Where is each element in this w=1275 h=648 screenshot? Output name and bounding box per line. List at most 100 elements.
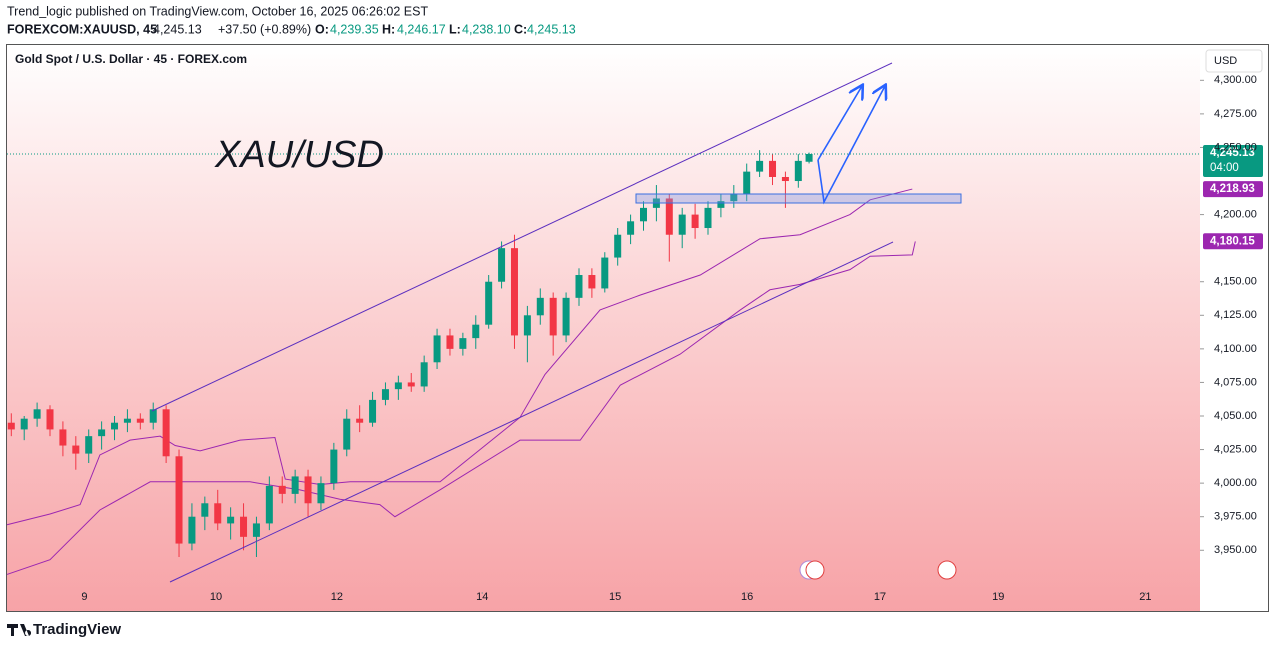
candle-body <box>562 297 570 336</box>
candle-body <box>317 483 325 504</box>
l: 4,238.10 <box>462 22 511 36</box>
candle-body <box>394 382 402 390</box>
c-label: C: <box>514 22 527 36</box>
plot: 9 10 12 14 15 16 17 19 21 <box>6 79 1204 603</box>
candle-body <box>575 275 583 298</box>
y-tick-label: 4,000.00 <box>1214 477 1257 489</box>
candle-body <box>188 516 196 544</box>
y-tick-label: 3,975.00 <box>1214 511 1257 523</box>
x-tick-label: 9 <box>81 591 87 603</box>
y-tick-label: 4,250.00 <box>1214 141 1257 153</box>
x-tick-label: 14 <box>476 591 488 603</box>
candle-body <box>407 382 415 387</box>
price-label: 4,218.93 <box>1210 183 1255 195</box>
candle-body <box>601 257 609 289</box>
published-line: Trend_logic published on TradingView.com… <box>7 4 428 18</box>
candle-body <box>433 335 441 363</box>
candle-body <box>665 198 673 235</box>
candle-body <box>730 194 738 202</box>
candle-body <box>98 429 106 437</box>
h-label: H: <box>382 22 395 36</box>
candle-body <box>149 409 157 423</box>
candle-body <box>498 248 506 282</box>
candle-body <box>743 171 751 195</box>
candle-body <box>265 485 273 524</box>
currency-box <box>1205 49 1263 73</box>
candle-body <box>201 503 209 517</box>
y-tick-label: 4,200.00 <box>1214 208 1257 220</box>
h: 4,246.17 <box>397 22 446 36</box>
candle-body <box>330 449 338 484</box>
chart-title: Gold Spot / U.S. Dollar · 45 · FOREX.com <box>15 52 247 66</box>
candle-body <box>227 516 235 524</box>
y-tick-label: 3,950.00 <box>1214 544 1257 556</box>
last: 4,245.13 <box>153 22 202 36</box>
event-icon[interactable] <box>937 560 957 580</box>
x-tick-label: 10 <box>210 591 222 603</box>
candle-body <box>123 418 131 423</box>
candle-body <box>175 456 183 544</box>
brand-name: TradingView <box>33 621 121 638</box>
c: 4,245.13 <box>527 22 576 36</box>
y-tick-label: 4,125.00 <box>1214 309 1257 321</box>
candle-body <box>136 418 144 423</box>
candle-body <box>549 297 557 336</box>
x-tick-label: 15 <box>609 591 621 603</box>
x-tick-label: 16 <box>741 591 753 603</box>
annotation: XAU/USD <box>214 134 384 176</box>
price-label: 4,180.15 <box>1210 235 1255 247</box>
candle-body <box>111 422 119 430</box>
o: 4,239.35 <box>330 22 379 36</box>
x-tick-label: 19 <box>992 591 1004 603</box>
symbol: FOREXCOM:XAUUSD, 45 <box>7 22 157 36</box>
brand: TradingView <box>7 621 121 638</box>
candle-body <box>756 160 764 172</box>
candle-body <box>627 221 635 235</box>
candle-body <box>252 523 260 537</box>
price-label-box <box>1203 233 1263 250</box>
channel-upper <box>151 62 893 412</box>
y-tick-label: 4,050.00 <box>1214 410 1257 422</box>
candle-body <box>459 338 467 349</box>
candle-body <box>717 201 725 208</box>
indicator-line <box>6 188 913 526</box>
arrow <box>817 86 862 161</box>
candle-body <box>59 429 67 446</box>
candle-body <box>343 418 351 450</box>
change: +37.50 (+0.89%) <box>218 22 311 36</box>
y-tick-label: 4,075.00 <box>1214 376 1257 388</box>
currency: USD <box>1214 55 1237 67</box>
candle-body <box>446 335 454 349</box>
plot-background <box>7 45 1200 611</box>
support-zone <box>635 193 962 204</box>
y-tick-label: 4,300.00 <box>1214 74 1257 86</box>
candle-body <box>485 281 493 325</box>
y-tick-label: 4,150.00 <box>1214 276 1257 288</box>
candle-body <box>278 485 286 494</box>
candle-body <box>420 362 428 387</box>
candle-body <box>381 389 389 400</box>
candle-body <box>769 160 777 177</box>
candle-body <box>523 315 531 336</box>
candle-body <box>588 275 596 289</box>
candle-body <box>240 516 248 537</box>
brand-logo <box>7 624 32 636</box>
candle-body <box>510 248 518 336</box>
price-axis <box>1200 45 1268 611</box>
candle-body <box>536 297 544 316</box>
o-label: O: <box>315 22 329 36</box>
candle-body <box>678 214 686 235</box>
candle-body <box>704 207 712 229</box>
candle-body <box>7 422 15 430</box>
x-tick-label: 21 <box>1139 591 1151 603</box>
candle-body <box>639 207 647 222</box>
indicator-line <box>6 241 916 575</box>
event-icon[interactable] <box>805 560 825 580</box>
chart-border <box>6 44 1269 612</box>
price-label: 4,245.13 <box>1210 147 1255 159</box>
arrow <box>817 86 885 205</box>
candle-body <box>304 476 312 504</box>
candle-body <box>614 234 622 258</box>
candle-body <box>472 324 480 339</box>
